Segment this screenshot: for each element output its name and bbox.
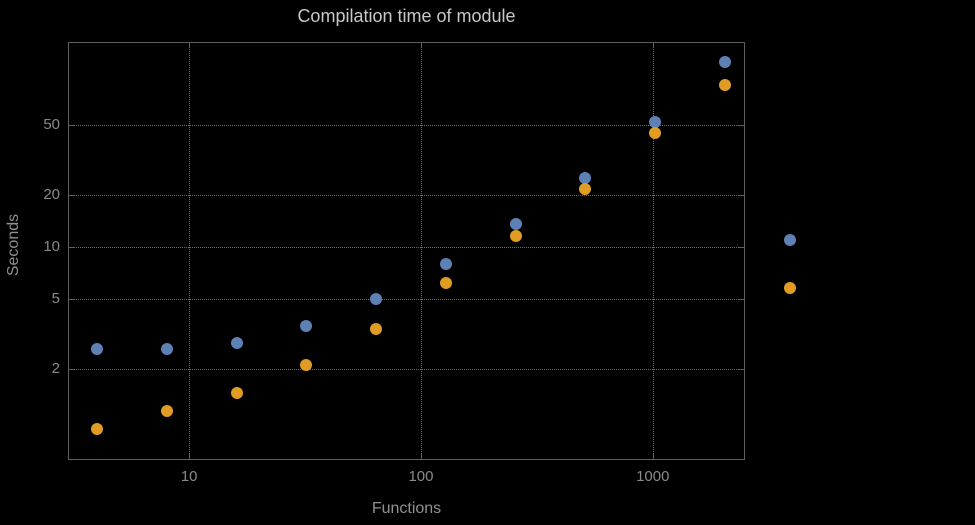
data-point-blue [509,218,522,231]
x-tick-mark [420,454,422,459]
y-tick-mark [739,299,744,301]
y-tick-label: 10 [43,238,60,255]
y-tick-mark [739,125,744,127]
y-tick-mark [69,125,74,127]
y-tick-label: 2 [51,359,60,377]
legend-marker [784,234,796,246]
y-tick-mark [739,368,744,370]
data-point-blue [300,320,313,333]
data-point-blue [579,171,592,184]
y-tick-label: 50 [43,116,60,134]
x-tick-mark [189,43,191,48]
data-point-orange [90,423,103,436]
y-tick-mark [69,247,74,248]
y-tick-mark [739,194,744,196]
y-tick-mark [69,194,74,196]
data-point-blue [160,342,173,355]
data-point-blue [718,56,731,69]
x-tick-label: 100 [408,468,434,485]
data-point-orange [509,230,522,243]
y-tick-mark [69,299,74,301]
data-point-orange [160,404,173,417]
data-point-orange [718,78,731,91]
x-tick-mark [420,43,422,48]
x-tick-label: 1000 [636,468,670,485]
x-tick-mark [652,43,654,48]
y-axis-label: Seconds [5,213,22,277]
x-gridline [189,42,191,460]
data-point-orange [370,322,383,335]
y-tick-label: 20 [43,185,60,203]
data-point-orange [300,359,313,372]
legend-marker [784,282,796,294]
x-tick-label: 10 [180,468,198,485]
data-point-orange [579,183,592,196]
data-point-orange [649,127,662,140]
y-tick-label: 5 [51,290,60,308]
x-tick-mark [652,454,654,459]
x-axis-label: Functions [371,500,442,517]
y-gridline [68,125,745,127]
y-gridline [68,368,745,370]
data-point-blue [230,337,243,350]
data-point-orange [230,387,243,400]
y-gridline [68,194,745,196]
chart-title: Compilation time of module [297,6,516,26]
data-point-blue [649,116,662,129]
plot-frame [68,42,745,460]
x-tick-mark [189,454,191,459]
x-gridline [652,42,654,460]
x-gridline [420,42,422,460]
y-gridline [68,299,745,301]
y-tick-mark [69,368,74,370]
data-point-blue [90,342,103,355]
data-point-blue [439,257,452,270]
y-gridline [68,247,745,248]
data-point-orange [439,277,452,290]
y-tick-mark [739,247,744,248]
data-point-blue [370,293,383,306]
